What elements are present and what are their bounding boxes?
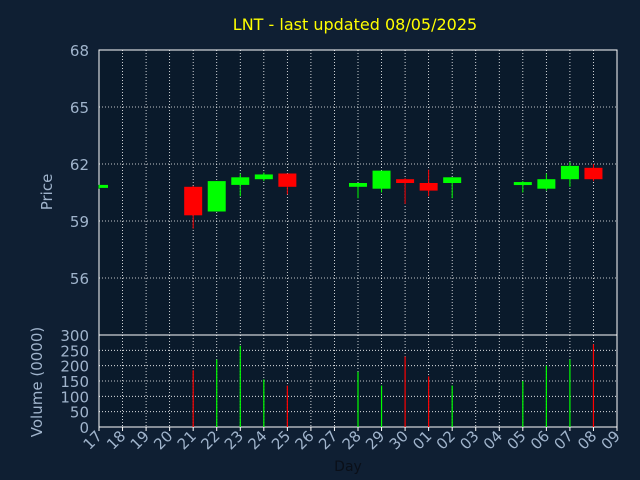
candle-body [231, 177, 250, 185]
candle-body [184, 186, 203, 216]
candle-body [513, 182, 532, 186]
price-y-tick-label: 62 [70, 156, 89, 174]
volume-bars [192, 344, 595, 427]
candle-body [443, 177, 462, 183]
volume-axis-label: Volume (0000) [28, 327, 46, 437]
candle-body [584, 167, 603, 180]
price-y-tick-label: 56 [70, 270, 89, 288]
x-axis-label: Day [334, 459, 362, 475]
price-y-tick-label: 68 [70, 42, 89, 60]
candle-body [372, 170, 391, 189]
volume-y-tick-label: 300 [60, 327, 89, 345]
price-y-tick-label: 65 [70, 99, 89, 117]
candle-body [396, 179, 415, 183]
candle-body [537, 179, 556, 189]
price-gridlines [99, 49, 617, 335]
volume-y-tick-label: 0 [79, 419, 89, 437]
volume-y-tick-label: 150 [60, 373, 89, 391]
volume-y-tick-label: 200 [60, 358, 89, 376]
price-y-tick-label: 59 [70, 213, 89, 231]
candle-body [99, 184, 108, 188]
volume-y-tick-label: 100 [60, 388, 89, 406]
candle-body [278, 173, 297, 187]
candle-body [254, 174, 273, 180]
candle-body [207, 181, 226, 212]
price-y-tick-labels: 56 59 62 65 68 [70, 42, 89, 288]
x-tick-labels: 1718192021222324252627282930010203040506… [80, 427, 624, 453]
candlesticks [98, 162, 603, 229]
candle-body [560, 165, 579, 180]
volume-y-tick-label: 250 [60, 342, 89, 360]
volume-y-tick-label: 50 [70, 404, 89, 422]
candle-body [419, 183, 438, 191]
chart-title: LNT - last updated 08/05/2025 [233, 15, 477, 34]
candle-body [349, 183, 367, 187]
price-axis-label: Price [38, 174, 56, 211]
